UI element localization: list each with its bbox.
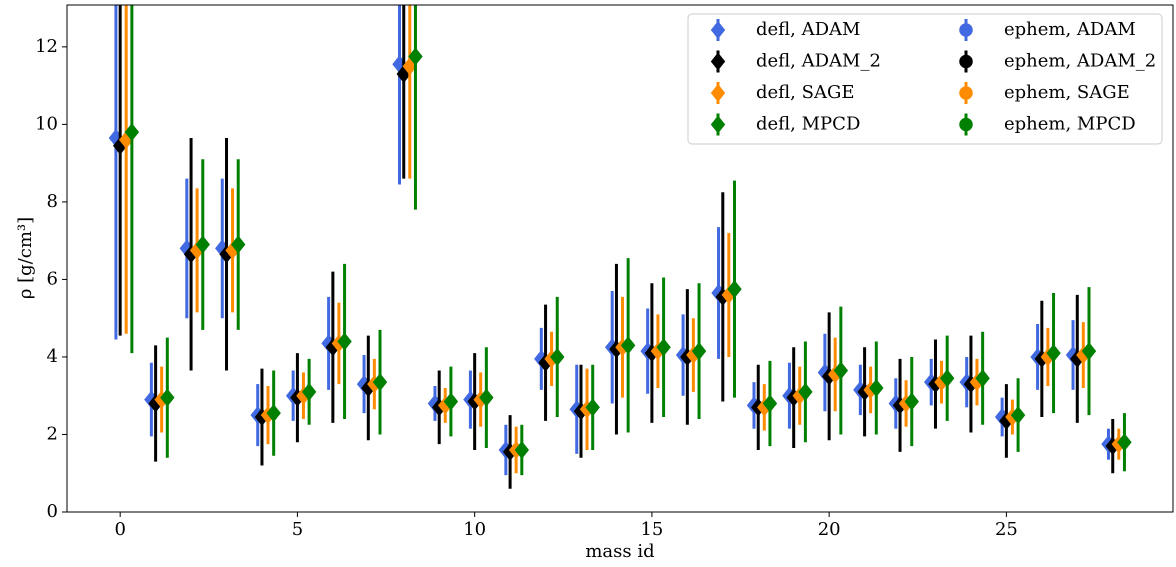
marker [1034, 349, 1050, 368]
marker [144, 390, 159, 409]
marker [266, 404, 281, 423]
marker [215, 239, 230, 258]
marker [959, 117, 973, 132]
y-tick-label: 6 [47, 268, 58, 289]
marker [939, 369, 955, 388]
marker [615, 338, 630, 357]
marker [124, 123, 140, 142]
marker [650, 342, 666, 361]
marker [710, 52, 726, 71]
x-tick-label: 5 [292, 519, 303, 540]
marker [710, 84, 726, 102]
marker [585, 398, 600, 417]
legend-label: ephem, MPCD [1004, 114, 1136, 135]
marker [609, 340, 624, 359]
marker [479, 388, 494, 407]
marker [869, 378, 884, 397]
marker [727, 280, 742, 299]
marker [792, 386, 807, 405]
marker [798, 382, 813, 401]
marker [1005, 408, 1020, 427]
marker [762, 394, 778, 413]
x-tick-label: 10 [463, 519, 486, 540]
marker [959, 86, 973, 100]
marker [969, 373, 985, 392]
marker [691, 342, 707, 361]
marker [959, 54, 973, 69]
marker [573, 402, 589, 421]
x-tick-label: 0 [114, 519, 125, 540]
marker [1040, 347, 1056, 366]
legend-label: defl, ADAM_2 [756, 51, 881, 72]
marker [833, 361, 849, 380]
marker [892, 396, 908, 415]
y-tick-label: 2 [47, 423, 58, 444]
marker [710, 115, 726, 134]
marker [550, 347, 565, 366]
marker [108, 128, 124, 147]
legend-label: ephem, SAGE [1004, 82, 1130, 103]
legend-label: defl, SAGE [756, 82, 854, 103]
marker [963, 375, 979, 394]
marker [148, 394, 163, 413]
marker [656, 338, 671, 357]
legend-label: defl, ADAM [756, 19, 860, 40]
marker [857, 382, 872, 401]
marker [904, 392, 919, 411]
legend-label: ephem, ADAM [1004, 19, 1136, 40]
marker [195, 235, 210, 254]
marker [959, 23, 973, 37]
marker [1046, 344, 1061, 363]
marker [1111, 435, 1126, 454]
marker [372, 373, 388, 392]
y-tick-label: 8 [47, 191, 58, 212]
x-axis-label: mass id [585, 541, 654, 562]
plot-marks [108, 5, 1132, 489]
marker [538, 353, 553, 372]
x-tick-label: 15 [640, 519, 663, 540]
y-tick-label: 12 [35, 36, 58, 57]
legend-label: ephem, ADAM_2 [1004, 51, 1156, 72]
marker [1081, 342, 1097, 361]
marker [1010, 406, 1026, 425]
plot-frame [66, 4, 1174, 513]
marker [443, 392, 459, 411]
marker [686, 346, 701, 365]
marker [680, 347, 695, 366]
y-tick-label: 10 [35, 113, 58, 134]
x-tick-label: 20 [818, 519, 841, 540]
x-tick-label: 25 [995, 519, 1018, 540]
marker [620, 336, 636, 355]
marker [928, 375, 943, 394]
legend-box [687, 13, 1163, 145]
y-tick-label: 0 [47, 501, 58, 522]
marker [710, 21, 726, 39]
marker [160, 388, 175, 407]
marker [721, 285, 737, 304]
marker [502, 442, 518, 461]
marker [711, 283, 726, 302]
marker [301, 382, 317, 401]
y-axis-label: ρ [g/cm³] [15, 217, 36, 299]
marker [337, 332, 352, 351]
marker [1117, 433, 1132, 452]
marker [231, 235, 246, 254]
marker [408, 47, 423, 66]
marker [1076, 346, 1091, 365]
y-tick-label: 4 [47, 346, 58, 367]
legend-label: defl, MPCD [756, 114, 860, 135]
marker [975, 369, 990, 388]
marker [514, 440, 530, 459]
